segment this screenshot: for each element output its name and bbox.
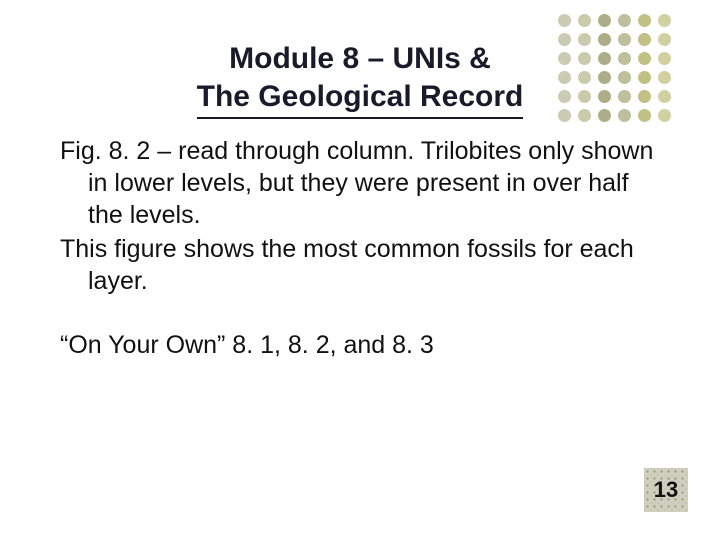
paragraph-1-text: Fig. 8. 2 – read through column. Trilobi… — [60, 135, 660, 231]
paragraph-3-text: “On Your Own” 8. 1, 8. 2, and 8. 3 — [60, 331, 434, 359]
decor-dot-grid — [558, 14, 688, 134]
page-number-box: 13 — [644, 468, 688, 512]
slide-body: Fig. 8. 2 – read through column. Trilobi… — [60, 135, 660, 361]
title-line-1: Module 8 – UNIs & — [197, 40, 524, 78]
paragraph-2: This figure shows the most common fossil… — [60, 233, 660, 297]
slide-title: Module 8 – UNIs & The Geological Record — [197, 40, 524, 119]
paragraph-1: Fig. 8. 2 – read through column. Trilobi… — [60, 135, 660, 231]
title-line-2: The Geological Record — [197, 78, 524, 116]
page-number: 13 — [654, 477, 678, 503]
paragraph-3: “On Your Own” 8. 1, 8. 2, and 8. 3 — [60, 329, 660, 361]
slide: Module 8 – UNIs & The Geological Record … — [0, 0, 720, 540]
paragraph-2-text: This figure shows the most common fossil… — [60, 233, 660, 297]
spacer — [60, 299, 660, 329]
